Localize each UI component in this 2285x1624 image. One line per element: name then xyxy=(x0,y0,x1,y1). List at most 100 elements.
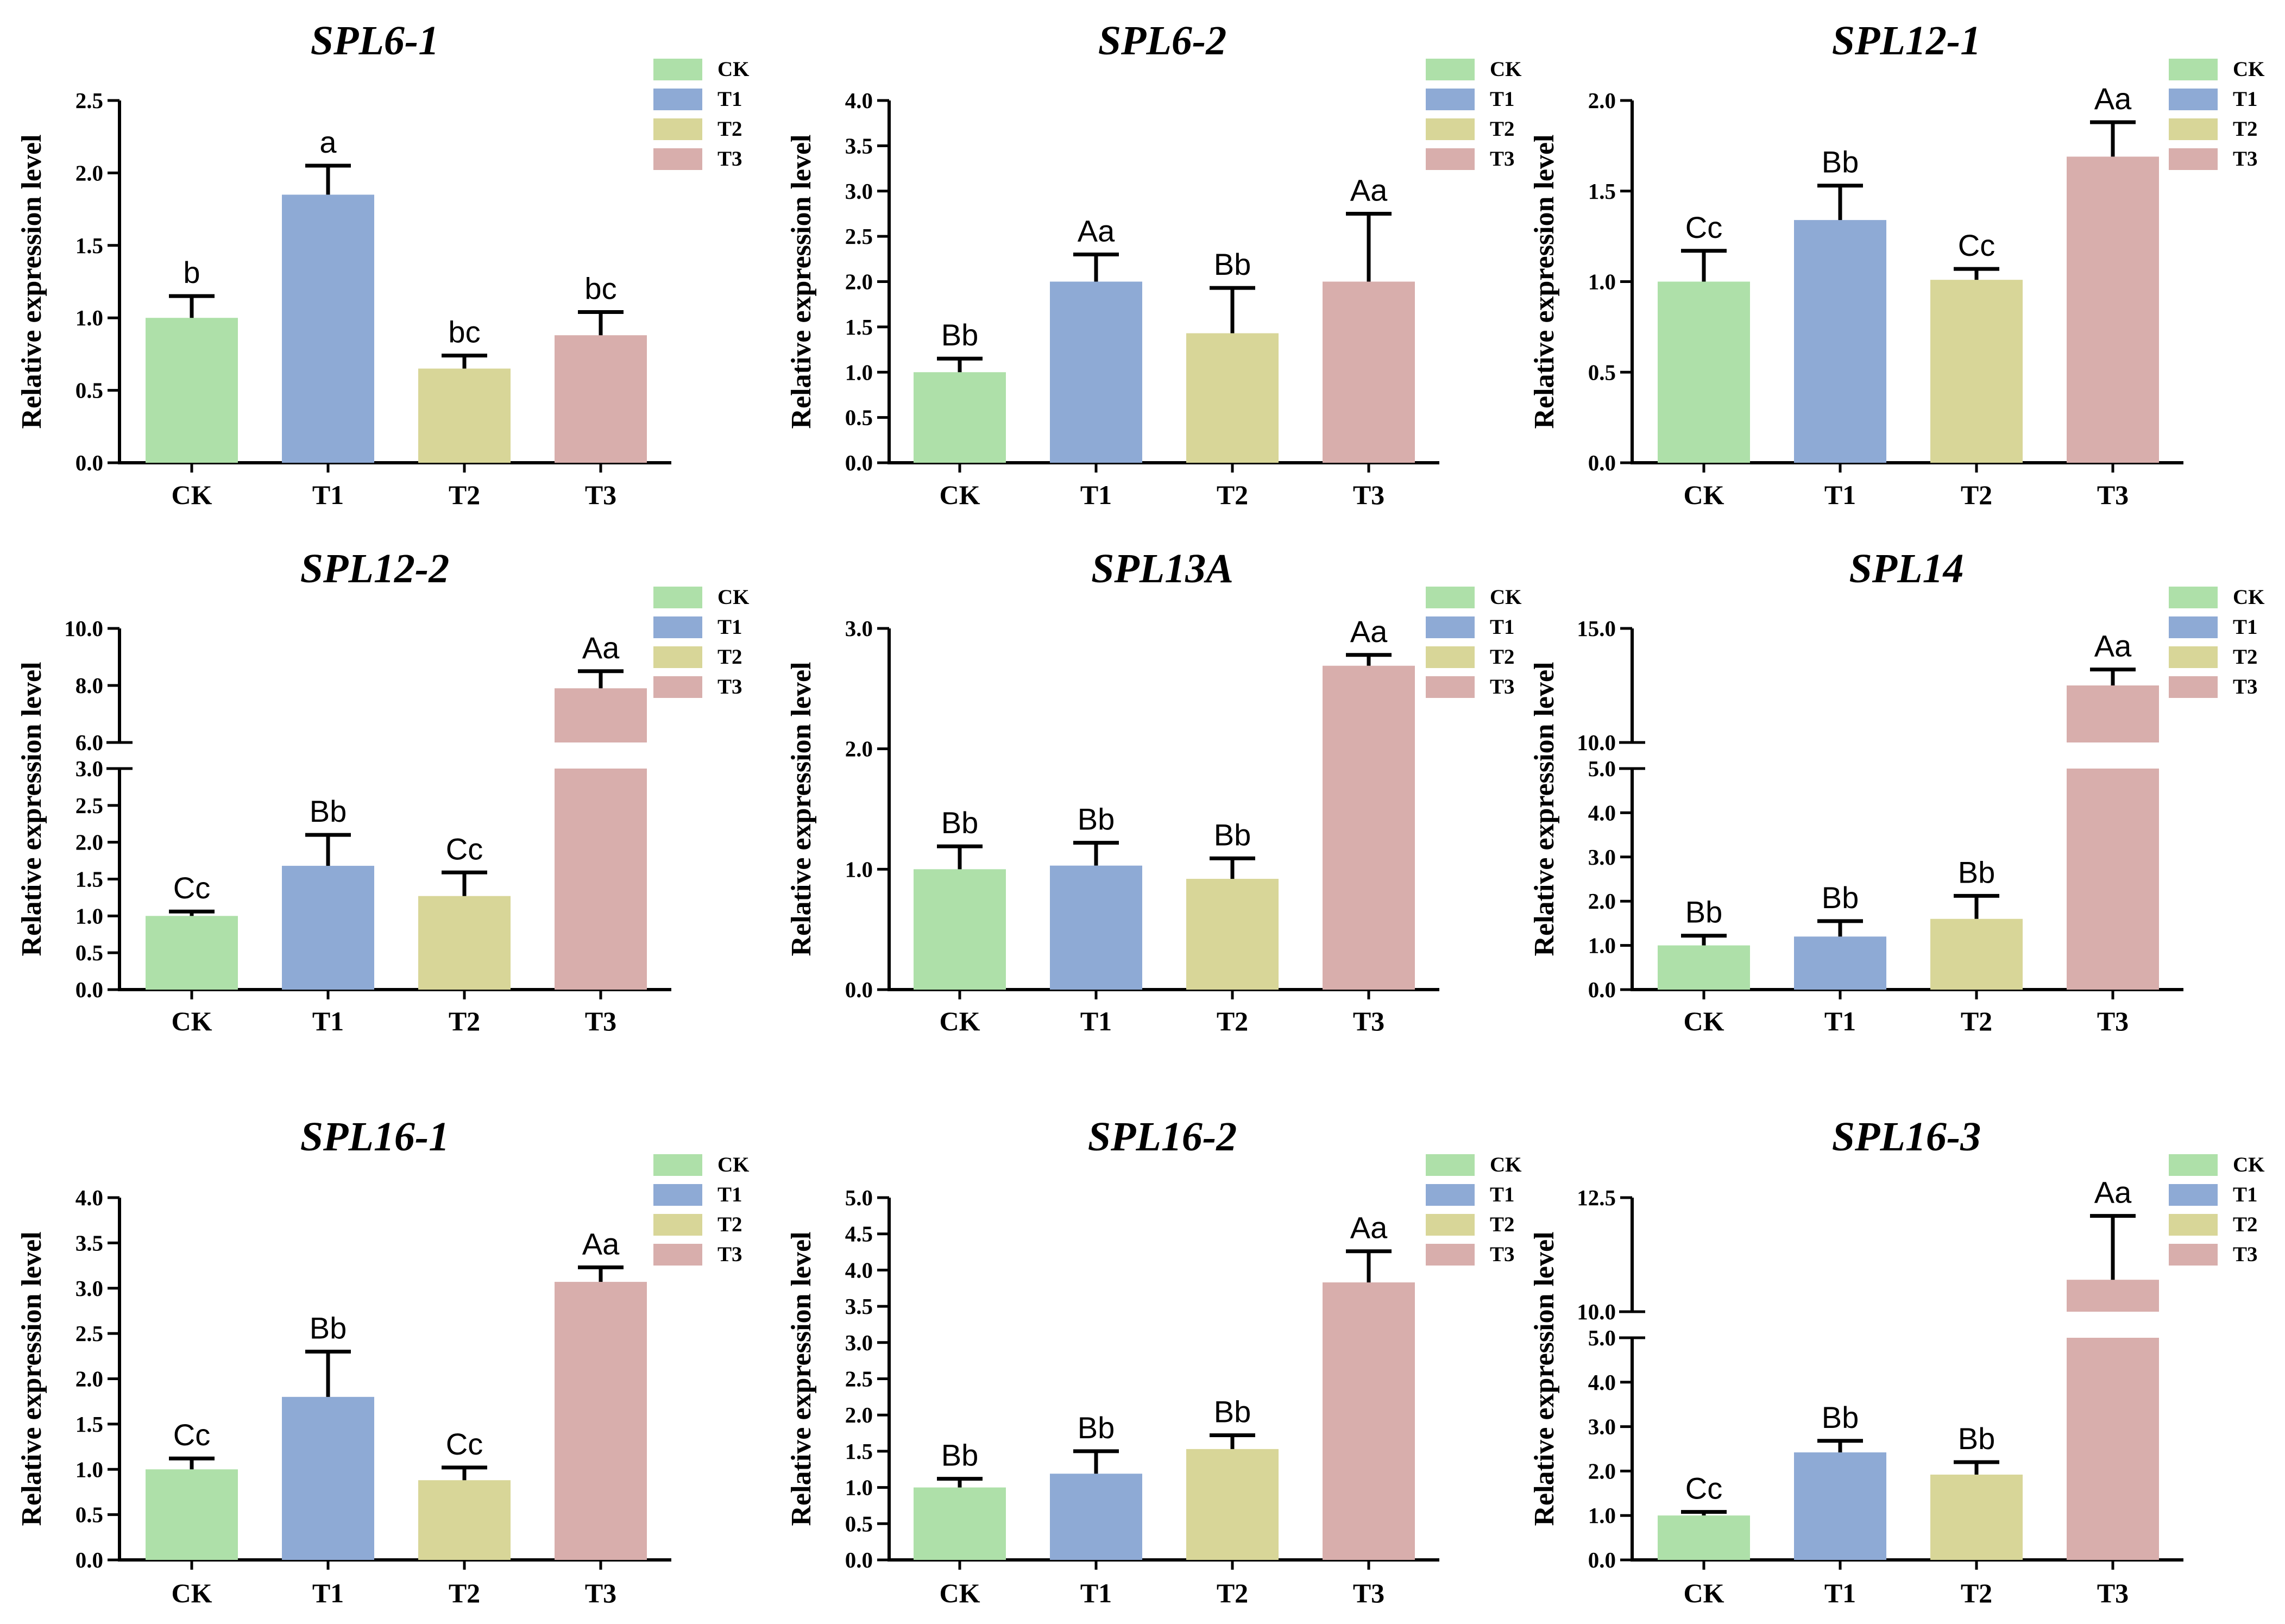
y-tick-label: 0.0 xyxy=(845,977,873,1002)
y-tick-label: 10.0 xyxy=(1577,1299,1616,1324)
legend-label: T2 xyxy=(2233,1213,2258,1236)
x-tick-label: T2 xyxy=(1217,1578,1248,1608)
x-tick-label: T1 xyxy=(1824,1578,1856,1608)
bar-T3 xyxy=(2067,769,2159,990)
bar-T1 xyxy=(1050,865,1142,990)
x-tick-label: T3 xyxy=(585,480,616,510)
bar-CK xyxy=(146,318,238,463)
chart-panel-SPL16-2: SPL16-2 Relative expression level 0.0 0.5 1.… xyxy=(786,1114,1522,1608)
y-tick-label: 4.0 xyxy=(845,1257,873,1282)
chart-panel-SPL12-2: SPL12-2 Relative expression level 0.0 0.5 1.… xyxy=(16,546,750,1036)
legend-label: T3 xyxy=(1490,675,1515,698)
y-tick-label: 3.0 xyxy=(75,756,103,781)
bar-CK xyxy=(914,869,1006,990)
y-tick-label: 1.0 xyxy=(845,360,873,385)
y-tick-label: 1.0 xyxy=(845,1475,873,1500)
x-tick-label: T2 xyxy=(449,1578,480,1608)
significance-label: Cc xyxy=(1685,1471,1722,1506)
legend-swatch-CK xyxy=(2169,587,2218,608)
y-tick-label: 2.5 xyxy=(75,793,103,818)
y-tick-label: 1.0 xyxy=(845,857,873,882)
y-tick-label: 2.0 xyxy=(1588,88,1616,113)
y-tick-label: 0.0 xyxy=(75,1547,103,1572)
chart-panel-SPL6-1: SPL6-1 Relative expression level 0.0 0.5 1.0… xyxy=(16,18,750,510)
legend-swatch-CK xyxy=(1426,1154,1475,1176)
legend-label: T1 xyxy=(1490,87,1515,111)
y-tick-label: 0.0 xyxy=(845,1547,873,1572)
significance-label: Aa xyxy=(2094,81,2132,116)
significance-label: Cc xyxy=(1685,210,1722,244)
chart-title: SPL13A xyxy=(1091,546,1233,591)
x-tick-label: T1 xyxy=(1824,480,1856,510)
bar-T3-upper xyxy=(555,688,647,742)
significance-label: Bb xyxy=(310,794,347,828)
y-tick-label: 3.0 xyxy=(1588,845,1616,870)
legend-swatch-T3 xyxy=(2169,676,2218,698)
significance-label: Aa xyxy=(1350,173,1388,207)
legend-swatch-T2 xyxy=(2169,118,2218,140)
legend-label: T1 xyxy=(2233,615,2258,639)
significance-label: Bb xyxy=(941,805,979,840)
chart-title: SPL12-2 xyxy=(300,546,449,591)
bar-T2 xyxy=(1930,280,2023,463)
significance-label: Bb xyxy=(1822,145,1859,179)
legend-label: T3 xyxy=(1490,1243,1515,1266)
chart-panel-SPL6-2: SPL6-2 Relative expression level 0.0 0.5 1.0… xyxy=(786,18,1522,510)
legend-swatch-T3 xyxy=(1426,1244,1475,1266)
y-tick-label: 2.0 xyxy=(75,160,103,185)
x-tick-label: T1 xyxy=(312,1578,344,1608)
y-tick-label: 10.0 xyxy=(64,616,103,641)
significance-label: Aa xyxy=(582,631,620,665)
y-axis-label: Relative expression level xyxy=(1529,1231,1560,1526)
legend-label: T1 xyxy=(2233,87,2258,111)
significance-label: Cc xyxy=(173,871,210,905)
significance-label: Aa xyxy=(1350,614,1388,649)
legend-label: T1 xyxy=(2233,1183,2258,1206)
y-tick-label: 1.0 xyxy=(75,903,103,928)
significance-label: Bb xyxy=(1958,855,1996,889)
y-tick-label: 12.5 xyxy=(1577,1185,1616,1210)
bar-T1 xyxy=(1050,281,1142,463)
bar-T3 xyxy=(555,769,647,990)
significance-label: bc xyxy=(584,272,616,306)
y-tick-label: 2.5 xyxy=(75,1321,103,1346)
bar-T2 xyxy=(1186,879,1279,990)
legend-swatch-T3 xyxy=(2169,1244,2218,1266)
legend-swatch-T2 xyxy=(653,118,702,140)
y-axis-label: Relative expression level xyxy=(16,1231,47,1526)
bar-T3 xyxy=(2067,1338,2159,1560)
y-tick-label: 4.0 xyxy=(75,1185,103,1210)
x-tick-label: CK xyxy=(1684,1006,1724,1036)
y-axis-label: Relative expression level xyxy=(786,1231,817,1526)
y-axis-label: Relative expression level xyxy=(1529,662,1560,956)
legend-label: T2 xyxy=(2233,645,2258,669)
y-tick-label: 1.5 xyxy=(75,233,103,258)
x-tick-label: CK xyxy=(940,480,980,510)
legend-label: T2 xyxy=(717,645,742,669)
significance-label: Bb xyxy=(1214,247,1251,281)
legend-swatch-CK xyxy=(1426,587,1475,608)
bar-T1 xyxy=(1794,220,1886,463)
significance-label: Bb xyxy=(1078,1411,1115,1445)
legend-swatch-T3 xyxy=(1426,148,1475,170)
chart-panel-SPL14: SPL14 Relative expression level 0.0 1.0 2.0 3… xyxy=(1529,546,2265,1036)
legend-label: T3 xyxy=(717,675,742,698)
legend-swatch-CK xyxy=(653,587,702,608)
bar-T1 xyxy=(1050,1474,1142,1560)
chart-title: SPL16-2 xyxy=(1088,1114,1237,1160)
legend-swatch-T1 xyxy=(653,89,702,110)
legend-swatch-T2 xyxy=(653,1214,702,1236)
legend-label: T1 xyxy=(717,1183,742,1206)
y-tick-label: 5.0 xyxy=(845,1185,873,1210)
legend-label: T1 xyxy=(717,87,742,111)
x-tick-label: T1 xyxy=(312,1006,344,1036)
legend-swatch-CK xyxy=(1426,59,1475,80)
x-tick-label: T3 xyxy=(1353,1006,1384,1036)
legend-label: CK xyxy=(2233,58,2265,81)
y-tick-label: 3.5 xyxy=(75,1230,103,1255)
x-tick-label: T2 xyxy=(1217,480,1248,510)
chart-title: SPL12-1 xyxy=(1832,18,1981,64)
legend-label: T2 xyxy=(1490,1213,1515,1236)
bar-T3-upper xyxy=(2067,1280,2159,1312)
y-tick-label: 2.0 xyxy=(1588,889,1616,914)
